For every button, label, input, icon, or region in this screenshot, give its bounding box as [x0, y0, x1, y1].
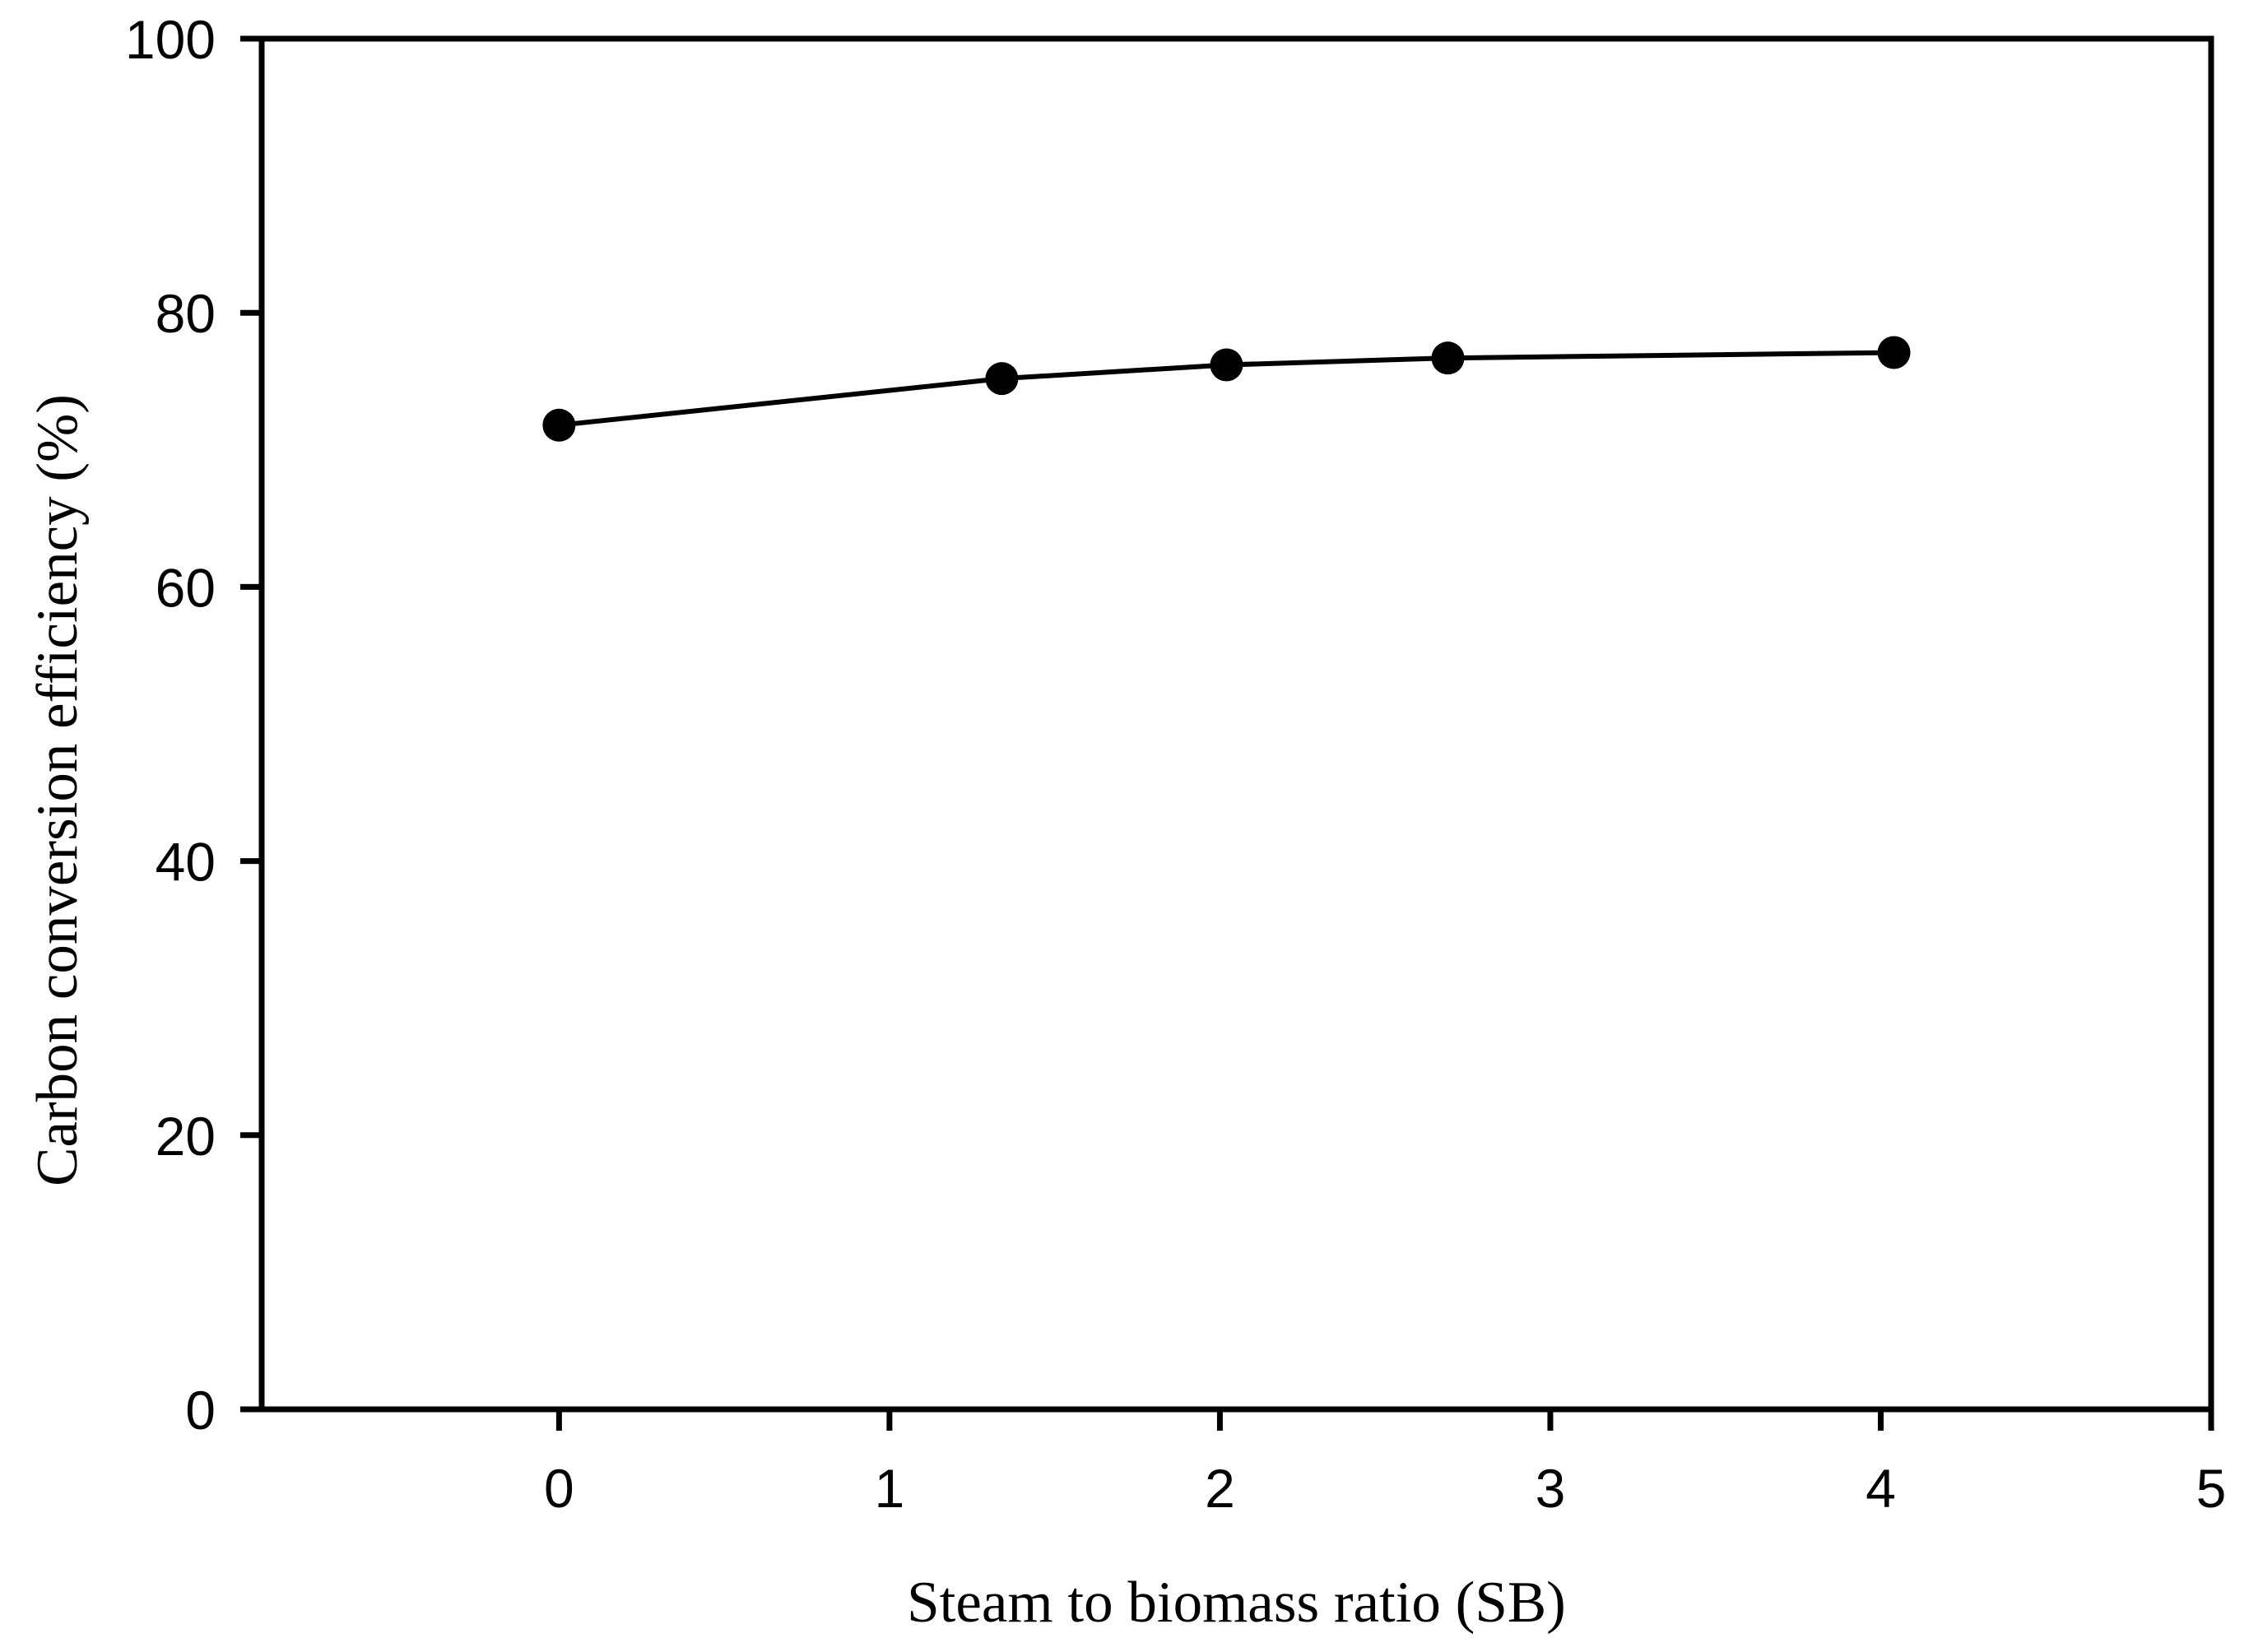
x-tick-label: 0: [544, 1458, 574, 1519]
x-tick-label: 1: [875, 1458, 905, 1519]
y-tick-label: 20: [156, 1106, 216, 1167]
y-tick-label: 60: [156, 557, 216, 618]
x-tick-label: 3: [1536, 1458, 1566, 1519]
y-tick-label: 80: [156, 283, 216, 344]
x-tick-label: 4: [1866, 1458, 1896, 1519]
y-tick-label: 0: [185, 1380, 216, 1441]
data-point: [1877, 336, 1911, 369]
data-point: [542, 408, 576, 442]
x-tick-label: 2: [1205, 1458, 1235, 1519]
x-tick-label: 5: [2196, 1458, 2227, 1519]
y-tick-label: 40: [156, 832, 216, 893]
data-point: [1431, 341, 1465, 375]
plot-border: [258, 35, 2214, 1413]
data-point: [985, 362, 1019, 396]
y-tick-label: 100: [125, 9, 216, 70]
data-point: [1210, 348, 1243, 382]
